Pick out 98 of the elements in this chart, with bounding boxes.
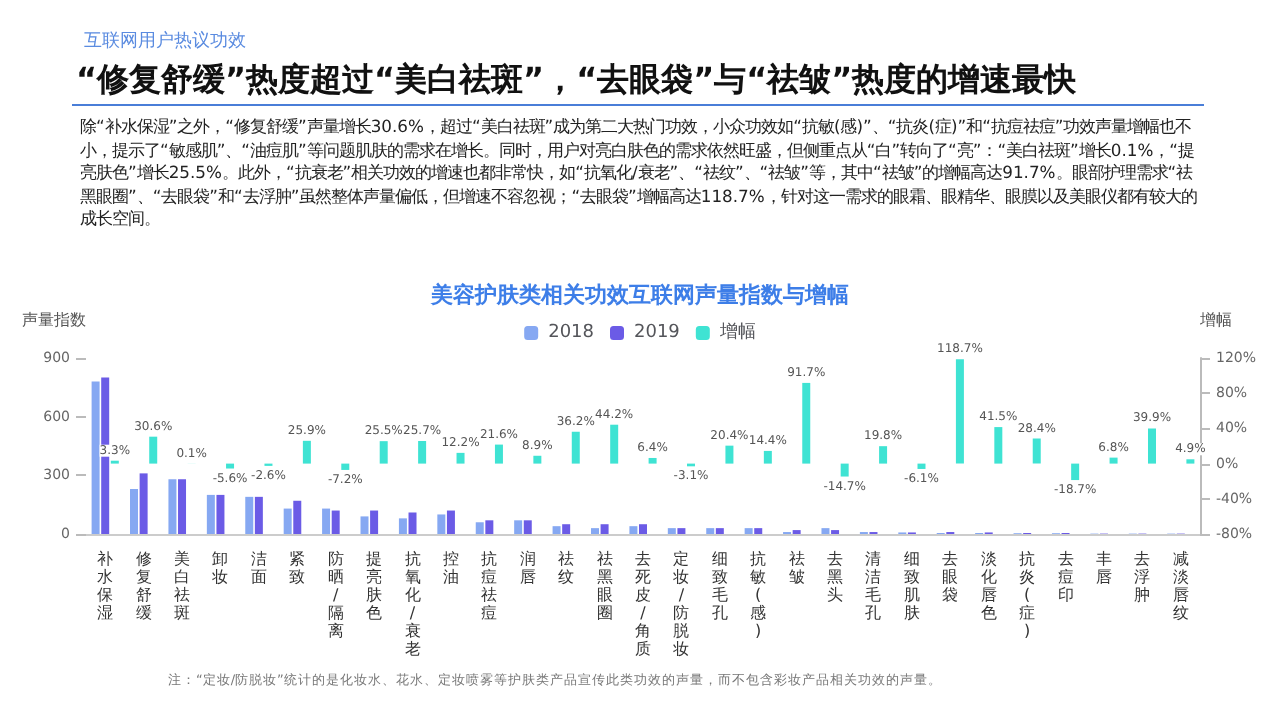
bar — [562, 524, 571, 534]
x-tick-label: 细致肌肤 — [903, 550, 920, 622]
bar — [245, 496, 254, 534]
bar — [821, 528, 830, 534]
x-tick-label: 去痘印 — [1057, 550, 1074, 604]
bar — [331, 510, 340, 534]
x-tick-label: 去黑头 — [827, 550, 844, 604]
bar — [360, 516, 369, 534]
x-tick-label: 清洁毛孔 — [865, 550, 882, 622]
bar — [408, 512, 417, 534]
bar — [283, 508, 292, 534]
bar — [1071, 463, 1080, 481]
legend-label: 2018 — [548, 323, 595, 343]
x-tick-label: 去眼袋 — [942, 550, 959, 604]
x-tick-label: 细致毛孔 — [711, 550, 728, 622]
x-tick-label: 祛纹 — [558, 550, 575, 586]
x-tick-label: 美白祛斑 — [174, 550, 191, 622]
bar — [706, 528, 715, 534]
bar — [715, 528, 724, 534]
chart-title: “修复舒缓”热度超过“美白祛斑”，“去眼袋”与“祛皱”热度的增速最快 — [76, 60, 1077, 102]
bar — [130, 489, 139, 534]
bar — [514, 520, 523, 534]
bar — [917, 463, 926, 469]
bar — [1109, 457, 1118, 464]
bar — [139, 473, 148, 534]
chart-subtitle: 互联网用户热议功效 — [84, 29, 246, 54]
bar — [485, 520, 494, 534]
bar — [226, 463, 235, 469]
x-tick-label: 淡化唇色 — [980, 550, 997, 622]
x-tick-label: 防晒/隔离 — [327, 550, 344, 640]
bar — [725, 445, 734, 464]
bar — [533, 455, 542, 464]
bar — [552, 526, 561, 534]
bar — [667, 528, 676, 534]
bar — [754, 528, 763, 534]
bar — [1147, 428, 1156, 464]
x-tick-label: 卸妆 — [212, 550, 229, 586]
text: 除“补水保湿”之外，“修复舒缓”声量增长30.6%，超过“美白祛斑”成为第二大热门功效，小众功效如“抗敏(感)”、“抗炎(症)”和“抗痘祛痘”功效声量增幅也不小，提示了“敏感肌”、“油痘肌”等问题肌肤的需求在增长。同时，用户对亮白肤色的需求依然旺盛，但侧重点从“白”转向了“亮”：“美白祛斑”增长0.1%，“提亮肤色”增长25.5%。此外，“抗衰老”相关功效的增速也都非常快，如“抗氧化/衰老”、“祛纹”、“祛皱”等，其中“祛皱”的增幅高达91.7%。眼部护理需求“祛黑眼圈”、“去眼袋”和“去浮肿”虽然整体声量偏低，但增速不容忽视；“去眼袋”增幅高达118.7%，针对这一需求的眼霜、眼精华、眼膜以及美眼仪都有较大的成长空间。 — [80, 116, 1199, 231]
bar — [168, 479, 177, 534]
x-tick-label: 洁面 — [250, 550, 267, 586]
bar — [254, 496, 263, 534]
bar — [610, 424, 619, 464]
bar — [370, 510, 379, 534]
bar — [446, 510, 455, 534]
x-tick-label: 抗炎(症) — [1019, 550, 1036, 640]
bar — [639, 524, 647, 534]
bar — [677, 528, 686, 534]
y-axis-title: 声量指数 — [22, 311, 86, 329]
bar — [293, 500, 302, 534]
bar — [840, 463, 849, 477]
x-tick-label: 抗痘祛痘 — [481, 550, 498, 622]
bar — [216, 494, 225, 534]
x-tick-label: 去浮肿 — [1134, 550, 1151, 604]
x-tick-label: 补水保湿 — [97, 550, 114, 622]
bar — [302, 440, 311, 464]
bar — [879, 446, 888, 464]
x-tick-label: 抗敏(感) — [750, 550, 767, 640]
x-tick-label: 提亮肤色 — [366, 550, 383, 622]
bar — [955, 359, 964, 464]
x-tick-label: 定妆/防脱妆 — [673, 550, 690, 658]
bar — [206, 494, 215, 534]
bar — [418, 440, 427, 464]
bar — [763, 450, 772, 464]
bar — [475, 522, 484, 534]
legend-label: 增幅 — [717, 321, 756, 343]
bar — [648, 457, 657, 464]
bar — [994, 427, 1003, 464]
x-tick-label: 控油 — [442, 550, 459, 586]
x-tick-label: 修复舒缓 — [135, 550, 152, 622]
bar — [398, 518, 407, 534]
bar — [437, 514, 446, 534]
bar — [590, 528, 599, 534]
text: 美容护肤类相关功效互联网声量指数与增幅 — [429, 282, 849, 308]
bar — [744, 528, 753, 534]
bar — [379, 441, 388, 464]
bar — [571, 431, 580, 464]
bar — [91, 381, 100, 534]
bar — [322, 508, 331, 534]
bar — [456, 452, 465, 464]
bar — [629, 526, 638, 534]
x-tick-label: 紧致 — [289, 550, 306, 586]
x-tick-label: 去死皮/角质 — [635, 550, 651, 658]
x-tick-label: 祛皱 — [788, 550, 805, 586]
x-tick-label: 抗氧化/衰老 — [404, 550, 421, 658]
bar — [178, 479, 187, 534]
bar — [1032, 438, 1041, 464]
bar — [149, 436, 158, 464]
bar — [523, 520, 532, 534]
x-tick-label: 丰唇 — [1095, 550, 1112, 586]
bar — [494, 444, 503, 464]
bar — [600, 524, 609, 534]
x-tick-label: 祛黑眼圈 — [596, 550, 613, 622]
x-tick-label: 润唇 — [519, 550, 536, 586]
bar — [341, 463, 350, 470]
x-tick-label: 减淡唇纹 — [1172, 550, 1189, 622]
legend-label: 2019 — [634, 323, 681, 343]
bar — [802, 382, 811, 464]
y2-axis-title: 增幅 — [1198, 311, 1232, 329]
